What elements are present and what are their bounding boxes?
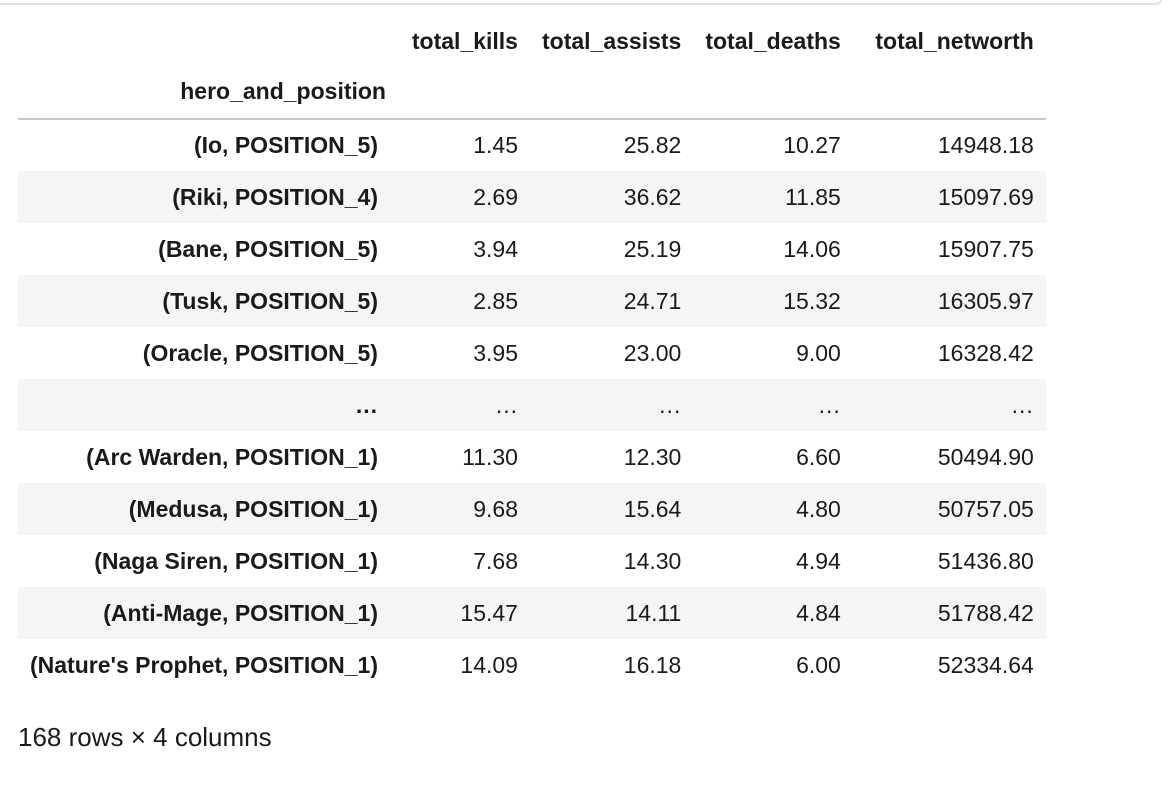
index-corner: [18, 18, 398, 64]
table-row: (Medusa, POSITION_1) 9.68 15.64 4.80 50757.0…: [18, 483, 1046, 535]
index-name-row: hero_and_position: [18, 64, 1046, 120]
table-row: (Riki, POSITION_4) 2.69 36.62 11.85 15097.69: [18, 171, 1046, 223]
cell-total-assists: 12.30: [623, 443, 682, 470]
row-index-label: (Io, POSITION_5): [193, 132, 378, 158]
ellipsis-row: ...............: [18, 379, 1046, 431]
cell-total-networth: 15097.69: [937, 183, 1034, 210]
table-row: (Naga Siren, POSITION_1) 7.68 14.30 4.94 514…: [18, 535, 1046, 587]
cell-total-assists: 14.30: [623, 547, 682, 574]
cell-total-networth: 16328.42: [937, 339, 1034, 366]
cell-total-kills: 2.69: [473, 183, 518, 210]
row-index-label: (Medusa, POSITION_1): [128, 495, 378, 522]
cell-total-deaths: 6.60: [796, 443, 841, 470]
column-header-total-networth: total_networth: [875, 27, 1034, 54]
table-row: (Oracle, POSITION_5) 3.95 23.00 9.00 16328.4…: [18, 327, 1046, 379]
table-header: total_kills total_assists total_deaths t…: [18, 18, 1046, 120]
table-row: (Anti-Mage, POSITION_1) 15.47 14.11 4.84 517…: [18, 587, 1046, 639]
index-name-spacer: [693, 64, 853, 120]
dataframe-output: total_kills total_assists total_deaths t…: [18, 18, 1046, 691]
cell-total-deaths: 10.27: [783, 132, 841, 158]
cell-total-networth: 50494.90: [937, 443, 1034, 470]
column-header-total-kills: total_kills: [411, 27, 518, 54]
row-index-label: (Tusk, POSITION_5): [162, 287, 378, 314]
cell-total-deaths: 11.85: [784, 183, 841, 210]
cell-total-networth: 14948.18: [937, 132, 1034, 158]
row-index-label: (Anti-Mage, POSITION_1): [103, 599, 378, 626]
cell-total-assists: 23.00: [623, 339, 682, 366]
index-name-spacer: [852, 64, 1046, 120]
row-index-label: (Arc Warden, POSITION_1): [86, 443, 378, 470]
cell-total-networth: 51788.42: [937, 599, 1034, 626]
cell-total-deaths: 14.06: [783, 235, 841, 262]
row-index-label: (Naga Siren, POSITION_1): [94, 547, 378, 574]
cell-total-deaths: 9.00: [796, 339, 841, 366]
cell-output-frame: [0, 0, 1168, 6]
cell-total-kills: 2.85: [473, 287, 518, 314]
cell-total-assists: 16.18: [623, 651, 682, 678]
cell-total-assists: 25.19: [623, 235, 682, 262]
cell-total-kills: 3.94: [473, 235, 518, 262]
index-name-spacer: [397, 64, 530, 120]
row-index-label: ...: [355, 391, 378, 418]
table-body: (Io, POSITION_5) 1.45 25.82 10.27 14948.18 (R…: [18, 119, 1046, 691]
cell-total-deaths: 4.94: [796, 547, 841, 574]
table-row: (Nature's Prophet, POSITION_1) 14.09 16.18…: [18, 639, 1046, 691]
cell-total-kills: 3.95: [473, 339, 518, 366]
row-index-label: (Oracle, POSITION_5): [142, 339, 378, 366]
dataframe-table: total_kills total_assists total_deaths t…: [18, 18, 1046, 691]
cell-total-kills: 11.30: [462, 443, 518, 470]
cell-total-deaths: 4.84: [796, 599, 841, 626]
cell-total-deaths: ...: [818, 391, 841, 418]
cell-total-kills: 15.47: [460, 599, 518, 626]
cell-total-deaths: 15.32: [783, 287, 841, 314]
cell-total-assists: 24.71: [623, 287, 682, 314]
table-row: (Bane, POSITION_5) 3.94 25.19 14.06 15907.75: [18, 223, 1046, 275]
column-header-total-assists: total_assists: [541, 27, 682, 54]
cell-total-assists: ...: [659, 391, 682, 418]
cell-total-networth: 52334.64: [937, 651, 1034, 678]
cell-total-networth: 16305.97: [937, 287, 1034, 314]
cell-total-kills: 14.09: [460, 651, 518, 678]
column-header-row: total_kills total_assists total_deaths t…: [18, 18, 1046, 64]
row-index-label: (Riki, POSITION_4): [172, 183, 378, 210]
cell-total-assists: 14.11: [625, 599, 682, 626]
dataframe-shape-info: 168 rows × 4 columns: [18, 722, 272, 752]
table-row: (Arc Warden, POSITION_1) 11.30 12.30 6.60 50…: [18, 431, 1046, 483]
cell-total-deaths: 6.00: [796, 651, 841, 678]
cell-total-networth: 50757.05: [937, 495, 1034, 522]
cell-total-kills: 1.45: [473, 132, 518, 158]
cell-total-networth: 15907.75: [937, 235, 1034, 262]
cell-total-assists: 25.82: [623, 132, 682, 158]
table-row: (Io, POSITION_5) 1.45 25.82 10.27 14948.18: [18, 119, 1046, 171]
index-name-spacer: [529, 64, 694, 120]
cell-total-deaths: 4.80: [796, 495, 841, 522]
cell-total-networth: ...: [1011, 391, 1034, 418]
row-index-label: (Bane, POSITION_5): [158, 235, 378, 262]
row-index-label: (Nature's Prophet, POSITION_1): [30, 651, 378, 678]
column-header-total-deaths: total_deaths: [705, 27, 841, 54]
table-row: (Tusk, POSITION_5) 2.85 24.71 15.32 16305.97: [18, 275, 1046, 327]
cell-total-assists: 36.62: [623, 183, 682, 210]
cell-total-networth: 51436.80: [937, 547, 1034, 574]
cell-total-kills: 7.68: [473, 547, 518, 574]
cell-total-assists: 15.64: [623, 495, 682, 522]
cell-total-kills: ...: [495, 391, 518, 418]
cell-total-kills: 9.68: [473, 495, 518, 522]
index-name: hero_and_position: [18, 64, 398, 120]
